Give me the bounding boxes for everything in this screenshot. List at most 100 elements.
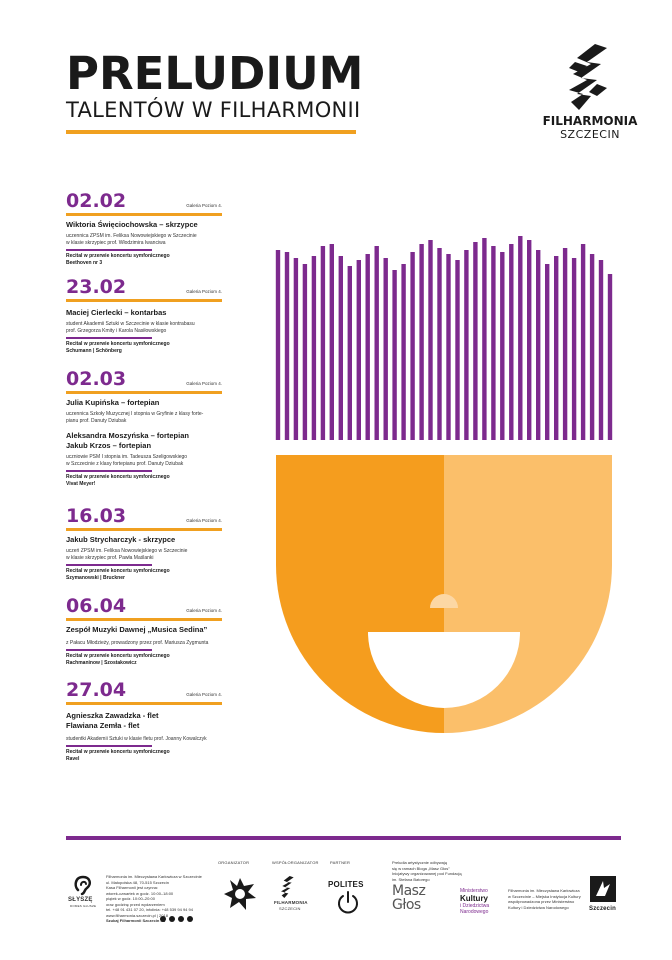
ministry-line: w Szczecinie – Miejska Instytucja Kultur… [508,893,581,899]
filharmonia-logo: FILHARMONIA SZCZECIN [540,44,640,141]
info-line: Filharmonia im. Mieczysława Karłowicza w… [106,874,202,879]
facebook-icon[interactable] [160,916,166,922]
hair-stripe [482,238,487,440]
description-line: z Pałacu Młodzieży, prowadzony przez pro… [66,640,209,646]
hair-stripe [293,258,299,440]
coorganizer-city: SZCZECIN [279,906,301,911]
event-performer: Julia Kupińska – fortepian [66,398,160,407]
coorganizer-logo-icon [281,876,294,898]
hair-stripes [275,236,613,440]
hair-stripe [607,274,613,440]
event-venue: Galeria Poziom 4. [186,381,222,386]
ministry-text: Filharmonia im. Mieczysława Karłowicza w… [508,888,588,910]
szczecin-name: Szczecin [589,906,616,912]
event-performer: Wiktoria Święciochowska – skrzypce [66,220,198,229]
performer-line: Aleksandra Moszyńska – fortepian [66,431,189,440]
fundacja-line: Inicjatywy organizowanej pod Fundacją [392,871,462,876]
hair-stripe [536,250,541,440]
event-performer: Agnieszka Zawadzka - flet Flawiana Zemła… [66,711,222,731]
event-venue: Galeria Poziom 4. [186,692,222,697]
twitter-icon[interactable] [169,916,175,922]
description-line: prof. Grzegorza Kmity i Karola Nasiłowsk… [66,328,167,334]
recital-program: Szymanowski | Bruckner [66,574,125,581]
info-line: oraz godzinę przed wydarzeniem [106,901,165,907]
description-divider [66,337,152,339]
hair-stripe [455,260,460,440]
recital-program: Vivat Meyer! [66,480,96,487]
date-underline [66,618,222,621]
event-description: uczeń ZPSM im. Feliksa Nowowiejskiego w … [66,548,222,562]
event-date: 02.02 [66,190,127,212]
recital-program: Schumann | Schönberg [66,347,122,354]
youtube-icon[interactable] [178,916,184,922]
hair-stripe [401,264,406,440]
description-line: student Akademii Sztuki w Szczecinie w k… [66,321,195,327]
partner-label: PARTNER [330,860,351,865]
description-line: uczennica ZPSM im. Feliksa Nowowiejskieg… [66,233,197,239]
szczecin-logo-icon [590,876,616,902]
event-recital: Recital w przerwie koncertu symfoniczneg… [66,253,222,267]
description-divider [66,564,152,566]
page-subtitle: TALENTÓW W FILHARMONII [66,98,361,122]
recital-program: Ravel [66,755,80,762]
mouth [368,632,520,708]
ministry-top: Ministerstwo [460,888,488,894]
fundacja-line: Preludia artystycznie odbywają [392,860,447,865]
event-item: 06.04 Galeria Poziom 4. Zespół Muzyki Da… [66,595,222,679]
fundacja-text: Preludia artystycznie odbywają się w ram… [392,860,462,882]
event-performer: Maciej Cierlecki – kontarbas [66,308,167,317]
hair-stripe [554,256,559,440]
event-item: 27.04 Galeria Poziom 4. Agnieszka Zawadz… [66,679,222,769]
ministry-line: współprowadzona przez Ministerstwo [508,899,575,904]
event-item: 16.03 Galeria Poziom 4. Jakub Strycharcz… [66,505,222,595]
description-line: w klasie skrzypiec prof. Pawła Maślanki [66,555,154,561]
hair-stripe [527,240,532,440]
hair-stripe [338,256,343,440]
event-recital: Recital w przerwie koncertu symfoniczneg… [66,341,222,355]
event-list: 02.02 Galeria Poziom 4. Wiktoria Święcio… [66,190,222,769]
event-description: uczennica ZPSM im. Feliksa Nowowiejskieg… [66,233,222,247]
ministry-line: Kultury i Dziedzictwa Narodowego [508,904,569,910]
hair-stripe [302,264,308,440]
event-date: 27.04 [66,679,127,701]
date-underline [66,702,222,705]
event-recital: Recital w przerwie koncertu symfoniczneg… [66,653,222,667]
hair-stripe [329,244,334,440]
hair-stripe [571,258,577,440]
event-description: studentki Akademii Sztuki w klasie fletu… [66,736,222,743]
hair-stripe [464,250,469,440]
event-venue: Galeria Poziom 4. [186,608,222,613]
description-divider [66,649,152,651]
recital-line: Recital w przerwie koncertu symfoniczneg… [66,652,170,659]
hair-stripe [473,242,478,440]
description-divider [66,470,152,472]
description-line: pianu prof. Danuty Dziubak [66,418,127,424]
event-performer: Zespół Muzyki Dawnej „Musica Sedina” [66,625,208,634]
hair-stripe [383,258,388,440]
hair-stripe [365,254,370,440]
hair-stripe [374,246,379,440]
event-description: uczennica Szkoły Muzycznej I stopnia w G… [66,411,222,425]
ministry-kultury: Kultury [460,894,488,903]
social-label: Szukaj Filharmonii Szczecin na [106,918,166,923]
event-date: 16.03 [66,505,127,527]
filharmonia-city: SZCZECIN [560,128,620,141]
date-underline [66,299,222,302]
recital-line: Recital w przerwie koncertu symfoniczneg… [66,340,170,347]
hair-stripe [562,248,568,440]
instagram-icon[interactable] [187,916,193,922]
info-line: www.filharmonia.szczecin.pl | 2018 [106,912,168,918]
page-title: PRELUDIUM [66,47,364,100]
hair-stripe [509,244,514,440]
ministry-bottom: Narodowego [460,909,489,915]
date-underline [66,391,222,394]
event-performer: Jakub Strycharczyk - skrzypce [66,535,176,544]
hair-stripe [518,236,523,440]
event-item: 23.02 Galeria Poziom 4. Maciej Cierlecki… [66,276,222,368]
event-description: student Akademii Sztuki w Szczecinie w k… [66,321,222,335]
hair-stripe [356,260,361,440]
hair-stripe [284,252,290,440]
footer: SŁYSZĘ DOMES GŁUSZE Filharmonia im. Miec… [0,850,672,960]
hair-stripe [598,260,604,440]
info-line: piątek w godz. 10:00–20:00 [106,896,155,901]
